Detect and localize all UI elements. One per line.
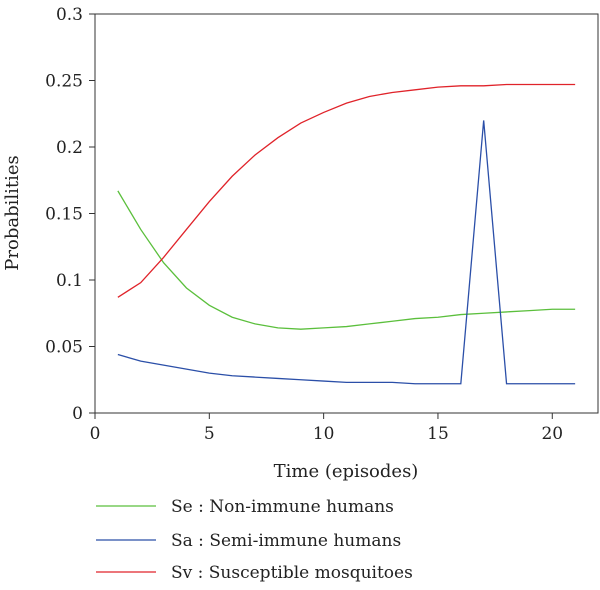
y-tick-label: 0.15: [45, 205, 83, 225]
y-tick-label: 0.25: [45, 72, 83, 92]
x-tick-label: 15: [427, 424, 449, 444]
ticks-layer: 0 5 10 15 20 0 0.05 0.1 0.15 0.2 0.25 0.3: [45, 5, 563, 444]
x-tick-label: 10: [313, 424, 335, 444]
x-tick-label: 20: [541, 424, 563, 444]
series-line-se: [117, 190, 576, 330]
series-line-sv: [117, 83, 576, 298]
y-tick-label: 0.3: [56, 5, 83, 25]
x-tick-label: 5: [204, 424, 215, 444]
legend: Se : Non-immune humans Sa : Semi-immune h…: [96, 497, 413, 583]
legend-label-se: Se : Non-immune humans: [171, 497, 394, 517]
x-axis-title: Time (episodes): [274, 461, 419, 482]
y-tick-label: 0.1: [56, 271, 83, 291]
series-line-sa: [117, 120, 576, 385]
plot-frame: [94, 13, 599, 414]
y-tick-label: 0.05: [45, 338, 83, 358]
series-lines: [117, 83, 576, 385]
y-axis-title: Probabilities: [2, 155, 23, 270]
y-tick-label: 0: [72, 404, 83, 424]
y-tick-label: 0.2: [56, 138, 83, 158]
x-tick-label: 0: [90, 424, 101, 444]
legend-label-sa: Sa : Semi-immune humans: [171, 531, 401, 551]
legend-label-sv: Sv : Susceptible mosquitoes: [171, 563, 413, 583]
